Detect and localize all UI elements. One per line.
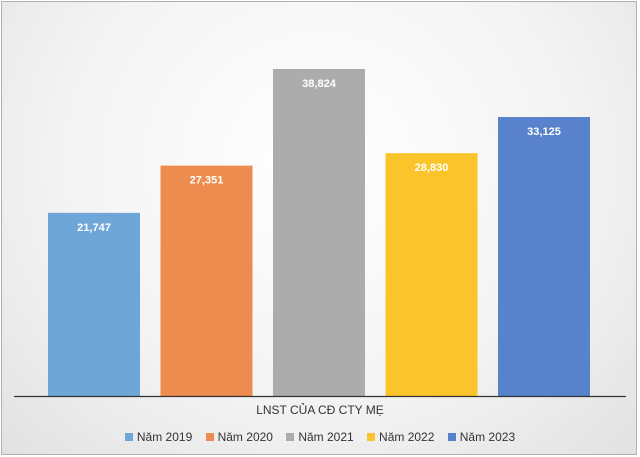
legend-item-2023: Năm 2023: [447, 430, 515, 444]
legend-swatch-icon: [447, 433, 456, 441]
legend-item-2022: Năm 2022: [367, 430, 434, 444]
legend-swatch-icon: [124, 433, 133, 441]
data-label: 28,830: [415, 162, 449, 174]
legend-item-2020: Năm 2020: [205, 430, 273, 444]
bar-năm-2020: [160, 165, 253, 396]
data-label: 27,351: [190, 175, 224, 187]
legend-swatch-icon: [367, 433, 376, 441]
bar-năm-2021: [273, 69, 365, 396]
legend-item-2019: Năm 2019: [124, 430, 192, 444]
bar-năm-2023: [498, 117, 590, 396]
bar-năm-2019: [48, 212, 140, 396]
data-label: 38,824: [302, 78, 337, 90]
legend: Năm 2019 Năm 2020 Năm 2021 Năm 2022 Năm …: [2, 430, 638, 444]
bar-năm-2022: [385, 153, 478, 396]
legend-swatch-icon: [205, 433, 214, 441]
legend-item-2021: Năm 2021: [286, 430, 354, 444]
category-label: LNST CỦA CĐ CTY MẸ: [256, 403, 384, 417]
data-label: 33,125: [527, 126, 561, 138]
data-label: 21,747: [77, 222, 111, 234]
legend-swatch-icon: [286, 433, 295, 441]
